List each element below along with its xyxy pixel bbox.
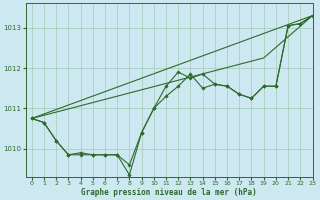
X-axis label: Graphe pression niveau de la mer (hPa): Graphe pression niveau de la mer (hPa)	[81, 188, 257, 197]
